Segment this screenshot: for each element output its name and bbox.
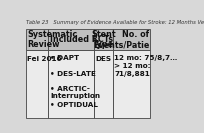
Text: Systematic
Review: Systematic Review: [27, 30, 77, 49]
Bar: [113, 50, 150, 118]
Text: 12 mo: 75/8,7…
> 12 mo:
71/8,881: 12 mo: 75/8,7… > 12 mo: 71/8,881: [114, 55, 177, 77]
Bar: [94, 50, 113, 118]
Bar: [113, 29, 150, 50]
Text: Table 23   Summary of Evidence Available for Stroke: 12 Months Versus > 12 Month: Table 23 Summary of Evidence Available f…: [26, 20, 204, 25]
Text: Stent
Type: Stent Type: [91, 30, 116, 49]
Text: • ARCTIC-
Interruption: • ARCTIC- Interruption: [50, 86, 100, 99]
Bar: [48, 29, 94, 50]
Bar: [26, 29, 48, 50]
Text: No. of
Events/Patie: No. of Events/Patie: [93, 30, 150, 49]
Text: • OPTIDUAL: • OPTIDUAL: [50, 102, 98, 108]
Bar: [26, 50, 48, 118]
Text: Included RCTs: Included RCTs: [50, 35, 113, 44]
Text: Fei 2016: Fei 2016: [27, 56, 62, 62]
Text: • DES-LATE: • DES-LATE: [50, 71, 96, 77]
Bar: [94, 29, 113, 50]
Bar: [48, 50, 94, 118]
Text: • DAPT: • DAPT: [50, 55, 79, 61]
Text: DES: DES: [96, 56, 112, 62]
